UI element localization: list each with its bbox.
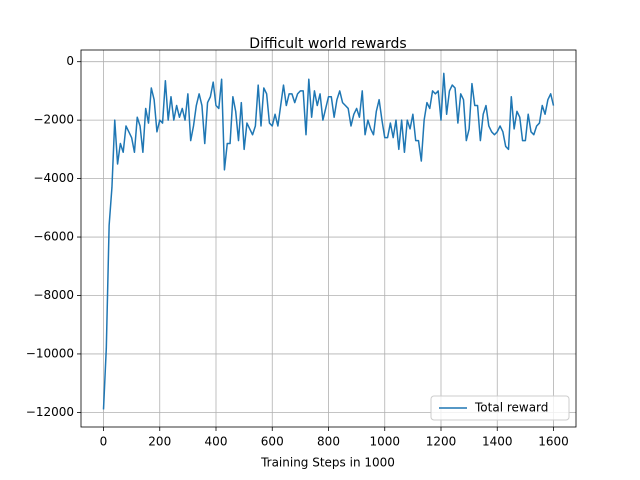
legend-box [430, 395, 570, 421]
x-tick-label: 1000 [369, 435, 400, 449]
y-tick-label: −4000 [33, 171, 74, 185]
x-tick-label: 600 [261, 435, 284, 449]
x-tick-label: 1600 [538, 435, 569, 449]
legend-label: Total reward [474, 401, 548, 415]
y-tick-label: −8000 [33, 288, 74, 302]
x-tick-label: 800 [317, 435, 340, 449]
y-tick-label: −2000 [33, 113, 74, 127]
x-tick-label: 400 [205, 435, 228, 449]
chart-title: Difficult world rewards [249, 36, 406, 52]
x-tick-label: 1200 [426, 435, 457, 449]
y-tick-label: 0 [66, 54, 74, 68]
x-tick-label: 0 [100, 435, 108, 449]
y-tick-label: −12000 [26, 405, 74, 419]
x-tick-label: 1400 [482, 435, 513, 449]
x-axis-label: Training Steps in 1000 [260, 456, 395, 470]
y-tick-label: −6000 [33, 230, 74, 244]
x-tick-label: 200 [148, 435, 171, 449]
y-tick-label: −10000 [26, 346, 74, 360]
axes-frame [80, 49, 577, 428]
data-line [102, 72, 555, 410]
